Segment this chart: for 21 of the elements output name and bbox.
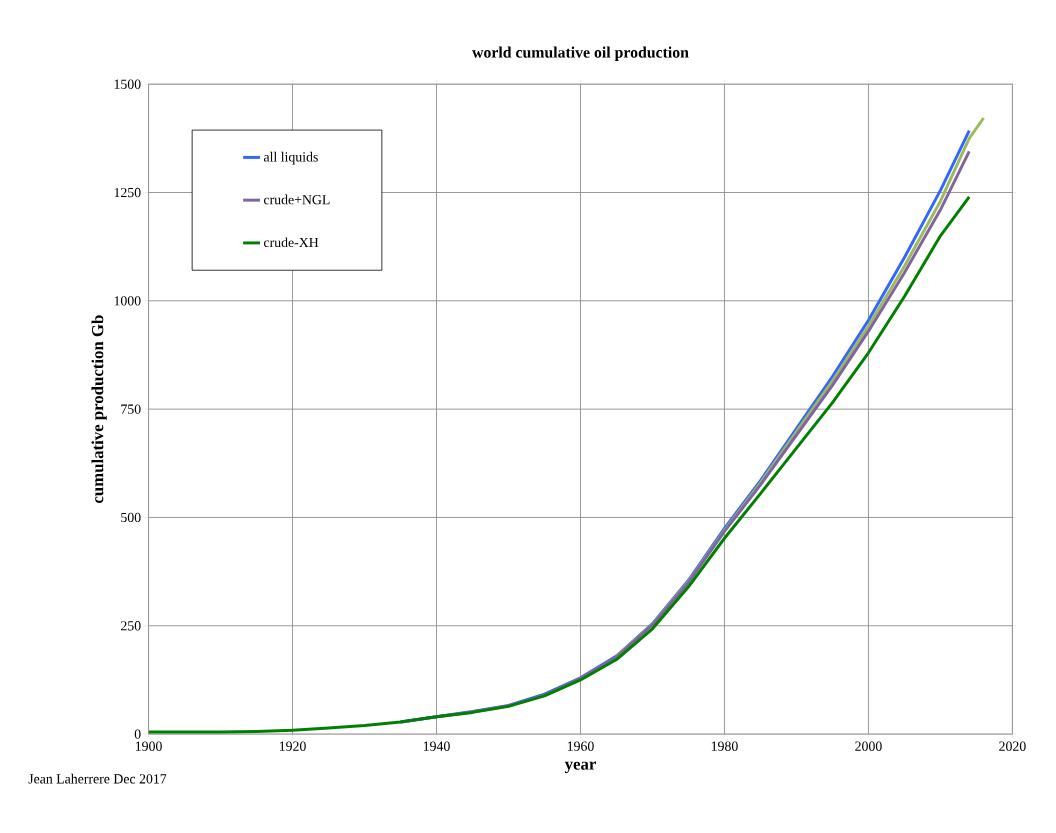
- x-tick-label: 1940: [423, 741, 450, 751]
- y-tick-label: 1500: [114, 79, 141, 89]
- y-tick-label: 0: [134, 729, 141, 739]
- y-tick-label: 750: [121, 404, 141, 414]
- x-tick-label: 2020: [999, 741, 1026, 751]
- y-axis-title: cumulative production Gb: [91, 315, 107, 503]
- x-tick-label: 2000: [855, 741, 882, 751]
- y-tick-label: 500: [121, 512, 141, 523]
- x-tick-label: 1960: [567, 741, 594, 751]
- y-tick-label: 1000: [114, 296, 141, 306]
- y-tick-label: 250: [121, 621, 141, 631]
- x-tick-label: 1920: [279, 741, 306, 751]
- y-tick-label: 1250: [114, 187, 141, 198]
- x-tick-label: 1900: [135, 741, 162, 751]
- legend-label: crude+NGL: [263, 194, 330, 205]
- x-axis-title: year: [564, 761, 596, 774]
- text: Jean Laherrere Dec 2017: [28, 773, 167, 784]
- x-tick-label: 1980: [711, 741, 738, 751]
- chart-title: world cumulative oil production: [472, 46, 689, 61]
- legend-label: crude-XH: [263, 237, 319, 248]
- legend-label: all liquids: [263, 151, 318, 165]
